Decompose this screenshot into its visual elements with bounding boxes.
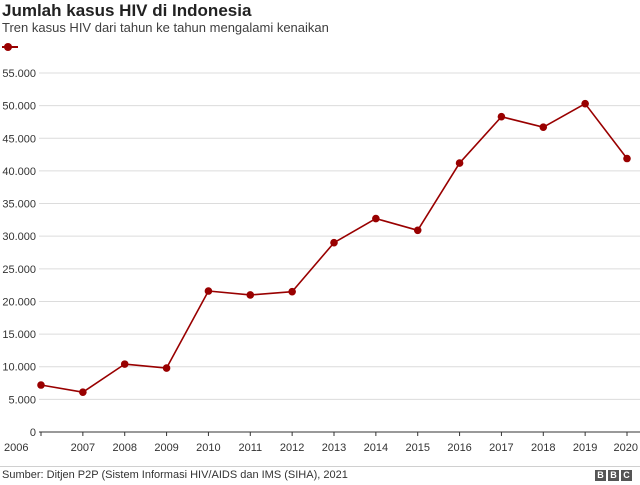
y-tick-label: 20.000	[2, 296, 36, 308]
footer-divider	[0, 466, 640, 467]
data-point	[581, 99, 589, 108]
x-tick-label: 2006	[4, 442, 28, 454]
x-tick-label: 2012	[280, 442, 304, 454]
chart-subtitle: Tren kasus HIV dari tahun ke tahun menga…	[2, 20, 329, 35]
data-point	[162, 364, 171, 372]
x-tick-label: 2018	[531, 442, 555, 454]
legend-series-marker	[2, 43, 18, 51]
y-tick-label: 0	[30, 427, 36, 439]
x-tick-label: 2007	[71, 442, 95, 454]
x-axis-labels: 2006 2007 2008 2009 2010 2011 2012 2013 2014 2015…	[4, 432, 638, 454]
x-tick-label: 2013	[322, 442, 346, 454]
x-tick-label: 2019	[573, 442, 597, 454]
line-chart: 0 5.000 10.000 15.000 20.000 25.000 30.000 35.0…	[2, 68, 640, 454]
x-tick-label: 2009	[154, 442, 178, 454]
bbc-logo: B B C	[595, 470, 632, 481]
x-tick-label: 2010	[196, 442, 220, 454]
data-point	[246, 291, 255, 299]
data-point	[37, 381, 45, 389]
y-axis-labels: 0 5.000 10.000 15.000 20.000 25.000 30.000 35.0…	[2, 68, 36, 439]
bbc-logo-block-1: B	[595, 470, 606, 481]
chart-title: Jumlah kasus HIV di Indonesia	[2, 1, 252, 20]
series	[37, 99, 631, 396]
data-point	[413, 226, 422, 235]
data-point	[204, 287, 213, 295]
y-tick-label: 30.000	[2, 231, 36, 243]
data-point	[330, 238, 338, 247]
source-note: Sumber: Ditjen P2P (Sistem Informasi HIV…	[2, 469, 348, 481]
data-point	[120, 360, 129, 368]
series-line	[40, 102, 628, 393]
y-tick-label: 45.000	[2, 133, 36, 145]
x-tick-label: 2015	[405, 442, 429, 454]
x-tick-label: 2017	[489, 442, 513, 454]
gridlines	[39, 72, 640, 433]
data-point	[623, 154, 631, 163]
x-tick-label: 2014	[364, 442, 388, 454]
data-point	[372, 214, 380, 223]
y-tick-label: 55.000	[2, 68, 36, 80]
y-tick-label: 35.000	[2, 199, 36, 211]
data-point	[288, 287, 296, 296]
bbc-logo-block-2: B	[608, 470, 619, 481]
data-point	[455, 159, 464, 167]
y-tick-label: 25.000	[2, 264, 36, 276]
x-tick-label: 2020	[614, 442, 638, 454]
x-tick-label: 2011	[238, 442, 262, 454]
y-tick-label: 15.000	[2, 329, 36, 341]
x-tick-label: 2008	[112, 442, 136, 454]
data-point	[497, 112, 506, 121]
y-tick-label: 50.000	[2, 101, 36, 113]
y-tick-label: 10.000	[2, 362, 36, 374]
data-point	[79, 388, 87, 396]
x-tick-label: 2016	[447, 442, 471, 454]
y-tick-label: 40.000	[2, 166, 36, 178]
y-tick-label: 5.000	[8, 394, 36, 406]
data-point	[539, 123, 548, 131]
bbc-logo-block-3: C	[621, 470, 632, 481]
